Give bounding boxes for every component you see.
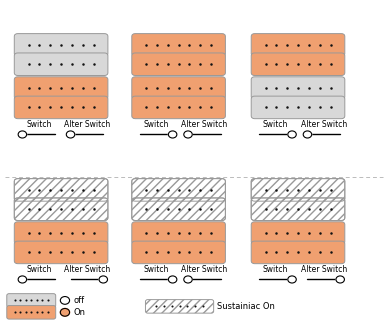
FancyBboxPatch shape	[14, 179, 108, 201]
FancyBboxPatch shape	[251, 241, 345, 264]
Text: Alter Switch: Alter Switch	[64, 265, 110, 274]
FancyBboxPatch shape	[132, 33, 225, 56]
Circle shape	[184, 131, 192, 138]
Text: Switch: Switch	[26, 265, 52, 274]
Text: Alter Switch: Alter Switch	[301, 120, 347, 129]
FancyBboxPatch shape	[251, 222, 345, 244]
Text: Alter Switch: Alter Switch	[64, 120, 110, 129]
FancyBboxPatch shape	[132, 96, 225, 119]
FancyBboxPatch shape	[251, 96, 345, 119]
FancyBboxPatch shape	[146, 300, 214, 313]
Circle shape	[168, 131, 177, 138]
Text: Switch: Switch	[263, 120, 288, 129]
Text: Switch: Switch	[263, 265, 288, 274]
FancyBboxPatch shape	[251, 77, 345, 99]
Circle shape	[18, 276, 27, 283]
FancyBboxPatch shape	[7, 294, 56, 307]
Text: Switch: Switch	[144, 120, 169, 129]
FancyBboxPatch shape	[251, 53, 345, 75]
Circle shape	[288, 276, 296, 283]
Circle shape	[184, 276, 192, 283]
Circle shape	[60, 308, 69, 316]
Text: Alter Switch: Alter Switch	[181, 120, 227, 129]
Circle shape	[288, 131, 296, 138]
FancyBboxPatch shape	[132, 179, 225, 201]
Circle shape	[99, 276, 107, 283]
Text: Switch: Switch	[26, 120, 52, 129]
FancyBboxPatch shape	[14, 198, 108, 220]
FancyBboxPatch shape	[132, 198, 225, 220]
Text: Alter Switch: Alter Switch	[301, 265, 347, 274]
Text: off: off	[73, 296, 85, 305]
FancyBboxPatch shape	[132, 222, 225, 244]
FancyBboxPatch shape	[14, 96, 108, 119]
Text: Sustainiac On: Sustainiac On	[217, 302, 275, 311]
FancyBboxPatch shape	[14, 77, 108, 99]
Text: Alter Switch: Alter Switch	[181, 265, 227, 274]
FancyBboxPatch shape	[251, 198, 345, 220]
FancyBboxPatch shape	[7, 306, 56, 319]
Circle shape	[60, 296, 69, 304]
Circle shape	[336, 276, 345, 283]
FancyBboxPatch shape	[14, 222, 108, 244]
Text: Switch: Switch	[144, 265, 169, 274]
FancyBboxPatch shape	[14, 33, 108, 56]
Circle shape	[303, 131, 312, 138]
Circle shape	[18, 131, 27, 138]
Text: On: On	[73, 308, 85, 317]
FancyBboxPatch shape	[14, 241, 108, 264]
Circle shape	[168, 276, 177, 283]
FancyBboxPatch shape	[132, 77, 225, 99]
FancyBboxPatch shape	[132, 53, 225, 75]
FancyBboxPatch shape	[251, 179, 345, 201]
FancyBboxPatch shape	[132, 241, 225, 264]
Circle shape	[66, 131, 75, 138]
FancyBboxPatch shape	[251, 33, 345, 56]
FancyBboxPatch shape	[14, 53, 108, 75]
